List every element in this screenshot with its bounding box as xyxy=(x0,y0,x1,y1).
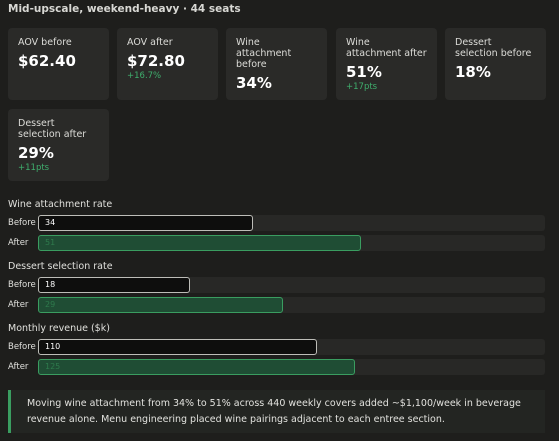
card-label: Wine attachment after xyxy=(346,37,427,59)
card-value: $62.40 xyxy=(18,52,76,70)
bar: 110 xyxy=(38,339,317,355)
row-label: After xyxy=(8,300,29,310)
card-value: 51% xyxy=(346,63,382,81)
bar: 34 xyxy=(38,215,254,231)
title: Mid-upscale, weekend-heavy · 44 seats xyxy=(8,3,241,15)
bar: 29 xyxy=(38,297,284,313)
row-label: Before xyxy=(8,218,36,228)
card-value: 34% xyxy=(236,74,272,92)
row-label: Before xyxy=(8,280,36,290)
card-label: Dessert selection before xyxy=(455,37,532,59)
section-label: Dessert selection rate xyxy=(8,261,113,272)
card-value: 18% xyxy=(455,63,491,81)
bar-track: 125 xyxy=(38,359,545,375)
section-label: Monthly revenue ($k) xyxy=(8,323,110,334)
row-label: Before xyxy=(8,342,36,352)
stat-card: Dessert selection after 29% +11pts xyxy=(8,109,109,181)
bar-track: 34 xyxy=(38,215,545,231)
card-value: $72.80 xyxy=(127,52,185,70)
card-label: Wine attachment before xyxy=(236,37,292,70)
card-delta: +16.7% xyxy=(127,71,162,81)
bar-track: 18 xyxy=(38,277,545,293)
bar: 125 xyxy=(38,359,355,375)
bar-track: 110 xyxy=(38,339,545,355)
section-label: Wine attachment rate xyxy=(8,199,113,210)
bar: 51 xyxy=(38,235,362,251)
card-delta: +11pts xyxy=(18,163,50,173)
stat-card: Wine attachment before 34% xyxy=(226,28,327,100)
bar: 18 xyxy=(38,277,191,293)
stat-card: Wine attachment after 51% +17pts xyxy=(336,28,437,100)
bar-track: 51 xyxy=(38,235,545,251)
bar-track: 29 xyxy=(38,297,545,313)
card-label: AOV after xyxy=(127,37,173,48)
row-label: After xyxy=(8,238,29,248)
row-label: After xyxy=(8,362,29,372)
card-label: Dessert selection after xyxy=(18,118,87,140)
note: Moving wine attachment from 34% to 51% a… xyxy=(8,390,545,433)
stat-card: Dessert selection before 18% xyxy=(445,28,546,100)
card-delta: +17pts xyxy=(346,82,378,92)
card-label: AOV before xyxy=(18,37,72,48)
stat-card: AOV before $62.40 xyxy=(8,28,109,100)
stat-card: AOV after $72.80 +16.7% xyxy=(117,28,218,100)
card-value: 29% xyxy=(18,144,54,162)
